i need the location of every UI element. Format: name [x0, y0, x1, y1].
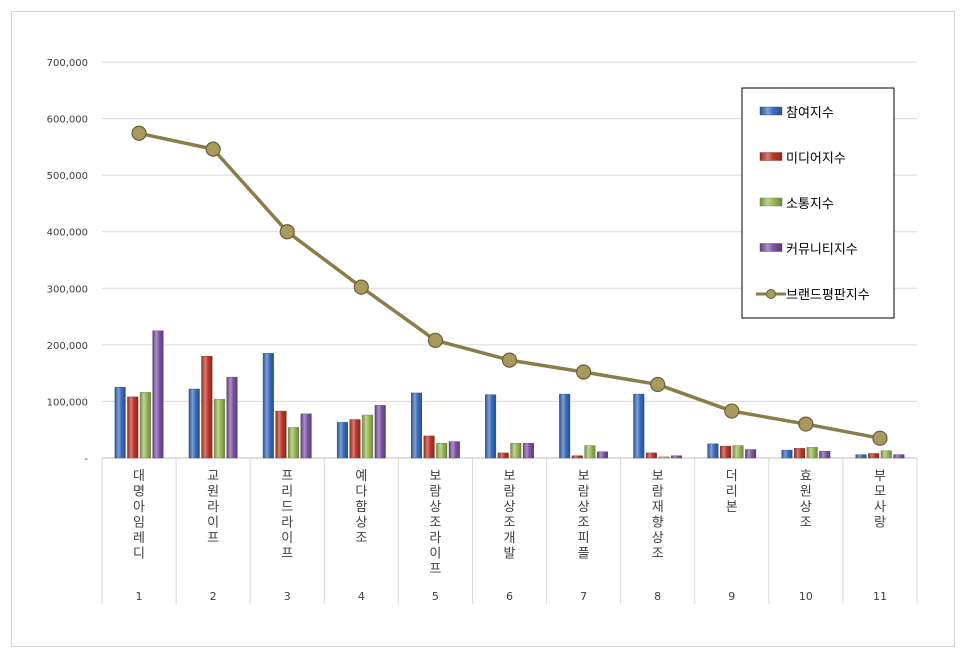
bar [139, 392, 151, 459]
bar [275, 410, 287, 459]
bar [819, 451, 831, 459]
bar [671, 455, 683, 459]
line-marker [131, 125, 147, 141]
y-tick-label: 200,000 [47, 341, 88, 352]
bar [213, 398, 225, 459]
chart-frame: - 100,000 200,000 300,000 400,000 500,000 600,… [11, 11, 955, 647]
bar [114, 387, 126, 459]
bar [349, 419, 361, 459]
line-marker [724, 403, 740, 419]
bar [411, 392, 423, 459]
bar [226, 376, 238, 459]
bar [806, 447, 818, 459]
y-tick-label: 700,000 [47, 58, 88, 69]
bar [732, 445, 744, 459]
legend-label: 소통지수 [786, 197, 834, 212]
bar [374, 405, 386, 459]
bar [794, 448, 806, 459]
category-number: 10 [799, 590, 813, 603]
y-tick-label: 600,000 [47, 115, 88, 126]
category-number: 2 [210, 590, 217, 603]
legend-label: 참여지수 [786, 106, 834, 121]
line-marker [501, 352, 518, 368]
bar [745, 449, 757, 459]
category-number: 4 [358, 590, 365, 603]
legend-label: 커뮤니티지수 [786, 243, 858, 258]
bar [893, 454, 905, 459]
bar [645, 452, 657, 459]
category-number: 5 [432, 590, 439, 603]
chart-svg: - 100,000 200,000 300,000 400,000 500,000 600,… [47, 58, 918, 604]
bar [571, 455, 583, 459]
bar [880, 450, 892, 459]
bar [423, 435, 435, 459]
y-tick-label: 300,000 [47, 284, 88, 295]
bar [658, 456, 670, 459]
bar [127, 396, 139, 459]
bar [868, 453, 880, 459]
category-number: 7 [580, 590, 587, 603]
line-marker [427, 332, 444, 348]
bar [152, 330, 164, 459]
bar [584, 445, 596, 459]
bar [596, 451, 608, 459]
legend-swatch [759, 197, 783, 207]
line-marker [798, 416, 814, 432]
legend-marker [766, 289, 776, 299]
legend-label: 미디어지수 [786, 152, 846, 167]
bar [781, 449, 793, 459]
y-tick-label: 500,000 [47, 171, 88, 182]
bar [559, 393, 571, 459]
bar [288, 427, 300, 459]
legend-swatch [759, 152, 783, 161]
bar [336, 422, 348, 459]
category-number: 8 [654, 590, 661, 603]
bar [362, 414, 374, 459]
bar [497, 452, 509, 459]
bar [633, 393, 645, 459]
category-number: 1 [136, 590, 143, 603]
bar [300, 413, 312, 459]
legend-swatch [759, 243, 783, 252]
category-number: 3 [284, 590, 291, 603]
bar [188, 388, 200, 459]
bar [436, 443, 448, 459]
line-marker [205, 141, 221, 157]
y-tick-label: 400,000 [47, 228, 88, 239]
line-marker [650, 376, 666, 393]
bar [522, 443, 534, 459]
y-tick-label: - [84, 454, 88, 465]
bar [485, 394, 497, 459]
bar [262, 353, 274, 459]
bar [855, 454, 867, 459]
bar [510, 443, 522, 459]
category-number: 9 [728, 590, 735, 603]
category-number: 11 [873, 590, 887, 603]
line-marker [279, 224, 295, 240]
legend-swatch [759, 106, 783, 116]
bar [719, 445, 731, 459]
y-tick-label: 100,000 [47, 397, 88, 408]
category-number: 6 [506, 590, 513, 603]
legend-label: 브랜드평판지수 [786, 288, 870, 303]
bar [448, 441, 460, 459]
bar [707, 443, 719, 459]
bar [201, 355, 213, 459]
line-marker [872, 430, 888, 446]
line-marker [575, 364, 592, 380]
line-marker [353, 279, 369, 295]
